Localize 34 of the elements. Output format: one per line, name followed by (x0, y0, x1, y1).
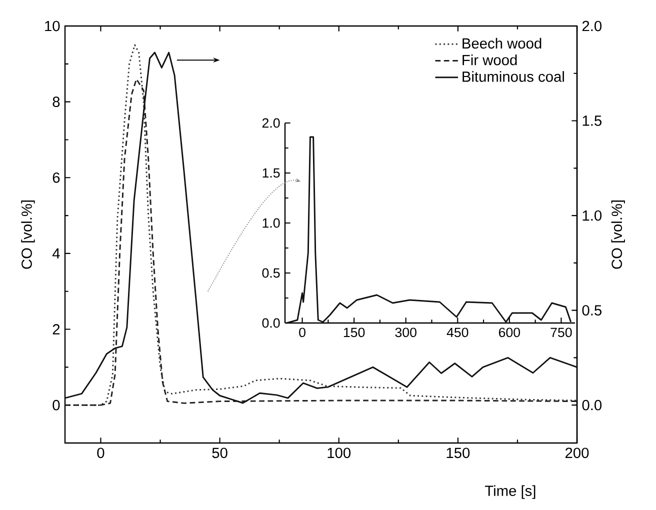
y2-tick-label: 0.5 (582, 305, 602, 316)
y-tick-label: 2.0 (262, 118, 280, 128)
line-series (286, 136, 572, 324)
x-tick-label: 50 (212, 448, 228, 458)
x-tick-label: 200 (566, 448, 589, 458)
y-tick-label: 1.0 (262, 218, 280, 228)
x-tick-label: 750 (550, 328, 572, 338)
legend-label: Bituminous coal (462, 71, 564, 82)
legend-label: Beech wood (462, 38, 542, 49)
y-tick-label: 6 (52, 172, 60, 183)
y2-axis-title: CO [vol.%] (611, 200, 625, 269)
y-axis-title: CO [vol.%] (21, 200, 35, 269)
y-tick-label: 0.5 (262, 268, 280, 278)
y-tick-label: 4 (52, 248, 60, 258)
y-tick-label: 0 (52, 400, 60, 410)
y2-tick-label: 1.0 (582, 210, 602, 221)
x-tick-label: 600 (498, 328, 520, 338)
y2-tick-label: 0.0 (582, 400, 602, 410)
x-axis-title: Time [s] (484, 485, 536, 499)
x-tick-label: 300 (395, 328, 416, 338)
y2-tick-label: 1.5 (582, 116, 602, 126)
y-tick-label: 10 (45, 20, 60, 32)
x-tick-label: 0 (97, 448, 104, 458)
y2-tick-label: 2.0 (582, 20, 602, 32)
x-tick-label: 450 (446, 328, 468, 338)
x-tick-label: 100 (328, 448, 351, 458)
y-tick-label: 1.5 (262, 168, 280, 178)
x-tick-label: 150 (446, 448, 470, 458)
x-tick-label: 0 (299, 328, 306, 338)
y-tick-label: 8 (52, 96, 60, 108)
y-tick-label: 2 (52, 324, 60, 334)
legend-label: Fir wood (462, 54, 517, 66)
y-tick-label: 0.0 (262, 318, 280, 328)
x-tick-label: 150 (344, 328, 365, 338)
